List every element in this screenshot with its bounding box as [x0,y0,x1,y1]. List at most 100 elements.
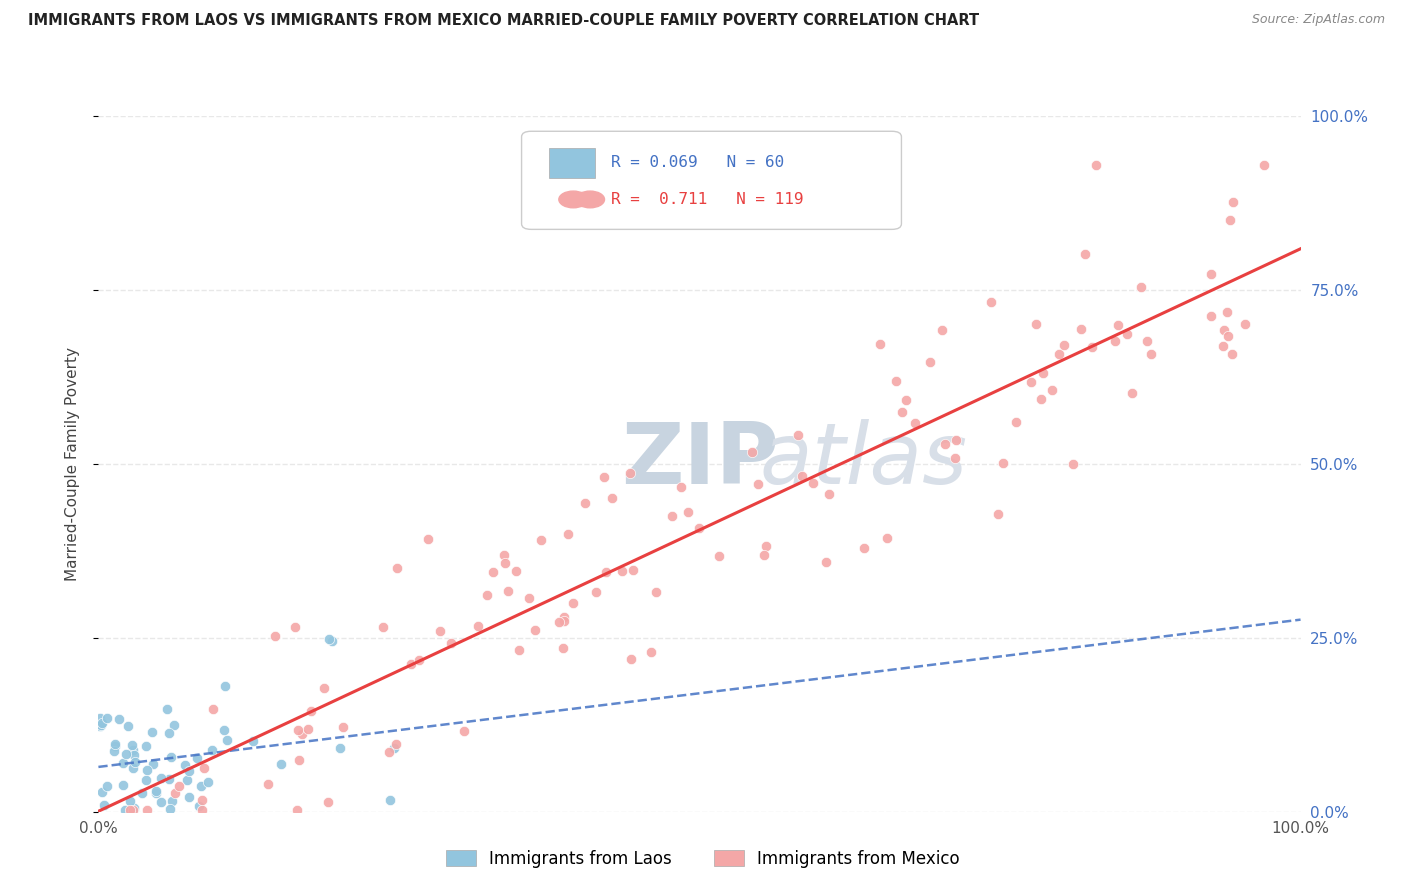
Point [312,681,335,695]
Point [399,657,422,671]
Point [1070,322,1092,336]
Point [287,723,309,737]
Point [494,556,516,570]
Point [619,466,641,480]
Point [176,773,198,788]
Point [202,702,225,716]
Point [167,780,190,794]
Point [612,564,634,578]
Point [177,789,200,804]
Point [1081,340,1104,354]
Text: Source: ZipAtlas.com: Source: ZipAtlas.com [1251,13,1385,27]
Point [669,480,692,494]
Point [297,723,319,737]
Point [89,711,111,725]
Point [201,742,224,756]
Point [508,643,530,657]
Point [557,526,579,541]
Point [111,778,134,792]
Text: ZIP: ZIP [621,419,779,502]
Point [1004,415,1026,429]
Point [142,756,165,771]
Point [174,758,197,772]
Point [149,772,172,786]
Point [159,802,181,816]
Point [585,585,607,599]
Point [121,739,143,753]
Point [980,294,1002,309]
Point [517,591,540,606]
Point [162,717,184,731]
Point [1234,318,1257,332]
Point [792,468,814,483]
Point [197,774,219,789]
Point [1212,339,1234,353]
Point [934,437,956,451]
Point [818,487,841,501]
Point [524,624,547,638]
Point [553,614,575,628]
Point [1052,337,1074,351]
Point [1139,347,1161,361]
Point [104,739,127,753]
Point [496,584,519,599]
Point [299,704,322,718]
Text: IMMIGRANTS FROM LAOS VS IMMIGRANTS FROM MEXICO MARRIED-COUPLE FAMILY POVERTY COR: IMMIGRANTS FROM LAOS VS IMMIGRANTS FROM … [28,13,979,29]
Point [131,787,153,801]
Point [111,756,134,771]
Point [574,496,596,510]
Point [1029,392,1052,407]
Point [408,653,430,667]
Y-axis label: Married-Couple Family Poverty: Married-Couple Family Poverty [65,347,80,581]
Point [562,596,585,610]
Point [378,745,401,759]
Point [1107,318,1129,332]
Point [1216,304,1239,318]
Point [551,641,574,656]
Point [135,739,157,753]
Point [1136,334,1159,348]
Point [318,632,340,646]
Point [661,509,683,524]
Point [853,541,876,555]
Point [987,508,1010,522]
Point [104,737,127,751]
Point [124,755,146,769]
Point [991,456,1014,470]
Point [884,374,907,388]
Point [89,718,111,732]
Point [316,795,339,809]
Legend: Immigrants from Laos, Immigrants from Mexico: Immigrants from Laos, Immigrants from Me… [440,844,966,875]
Point [122,800,145,814]
Point [891,405,914,419]
Point [190,793,212,807]
Point [482,565,505,579]
Circle shape [558,191,588,208]
Point [920,355,942,369]
Point [787,427,810,442]
Point [121,743,143,757]
Point [492,548,515,562]
Point [894,393,917,408]
Point [931,323,953,337]
Point [741,444,763,458]
Point [600,491,623,506]
Point [1219,213,1241,227]
Point [291,727,314,741]
Point [89,719,111,733]
Point [440,635,463,649]
Point [904,416,927,430]
Point [387,561,409,575]
Point [1199,267,1222,281]
Point [179,764,201,778]
Point [120,794,142,808]
Point [332,720,354,734]
Point [530,533,553,548]
Point [676,504,699,518]
Point [688,521,710,535]
Point [141,725,163,739]
Point [755,539,778,553]
Point [122,761,145,775]
Point [103,744,125,758]
Point [371,620,394,634]
